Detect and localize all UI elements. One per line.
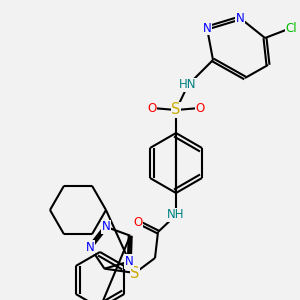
Text: O: O (147, 101, 157, 115)
Text: NH: NH (167, 208, 185, 221)
Text: O: O (195, 101, 205, 115)
Text: S: S (130, 266, 140, 280)
Text: O: O (134, 215, 142, 229)
Text: N: N (102, 220, 110, 233)
Text: S: S (171, 103, 181, 118)
Text: HN: HN (179, 79, 197, 92)
Text: N: N (125, 255, 134, 268)
Text: N: N (236, 11, 244, 25)
Text: N: N (85, 241, 94, 254)
Text: Cl: Cl (285, 22, 297, 34)
Text: N: N (202, 22, 211, 34)
